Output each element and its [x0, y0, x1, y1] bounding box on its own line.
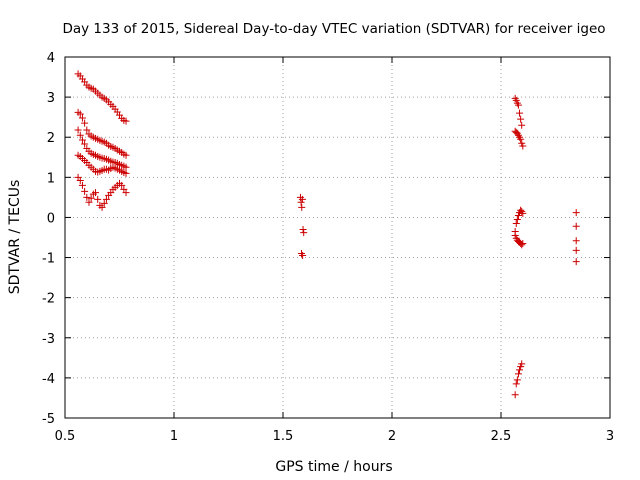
- data-point: [102, 195, 110, 203]
- data-point: [78, 114, 86, 122]
- data-point: [122, 189, 130, 197]
- data-point: [516, 109, 524, 117]
- axis-ticks: [64, 56, 611, 419]
- data-point: [83, 193, 91, 201]
- y-tick-label: -4: [42, 372, 55, 387]
- data-point: [572, 246, 580, 254]
- y-tick-label: 4: [47, 51, 55, 66]
- data-point: [76, 177, 84, 185]
- data-point: [83, 126, 91, 134]
- data-point: [122, 117, 130, 125]
- x-tick-label: 1.5: [273, 429, 294, 444]
- data-point: [572, 222, 580, 230]
- y-tick-label: -1: [42, 252, 55, 267]
- data-point: [517, 115, 525, 123]
- data-point: [512, 219, 520, 227]
- data-point: [299, 252, 307, 260]
- y-tick-label: 3: [47, 91, 55, 106]
- x-tick-label: 1: [170, 429, 178, 444]
- data-point: [298, 195, 306, 203]
- y-tick-label: -5: [42, 412, 55, 427]
- x-tick-label: 2: [388, 429, 396, 444]
- data-point: [519, 142, 527, 150]
- data-point: [513, 376, 521, 384]
- data-point: [74, 126, 82, 134]
- data-point: [98, 203, 106, 211]
- y-tick-label: 1: [47, 171, 55, 186]
- y-tick-label: 2: [47, 131, 55, 146]
- data-point: [81, 119, 89, 127]
- y-axis-label: SDTVAR / TECUs: [7, 180, 23, 295]
- data-point: [514, 101, 522, 109]
- x-axis-label: GPS time / hours: [275, 459, 392, 475]
- chart-title: Day 133 of 2015, Sidereal Day-to-day VTE…: [62, 21, 605, 37]
- data-point: [518, 360, 526, 368]
- data-point: [513, 215, 521, 223]
- data-point: [516, 366, 524, 374]
- data-points: [74, 70, 580, 399]
- data-point: [122, 169, 130, 177]
- data-point: [100, 199, 108, 207]
- x-tick-label: 3: [606, 429, 614, 444]
- data-point: [519, 209, 527, 217]
- data-point: [81, 187, 89, 195]
- data-point: [87, 194, 95, 202]
- data-point: [512, 380, 520, 388]
- data-point: [517, 135, 525, 143]
- y-tick-label: -3: [42, 332, 55, 347]
- plot-frame: [64, 56, 611, 419]
- data-point: [572, 237, 580, 245]
- y-tick-label: -2: [42, 292, 55, 307]
- data-point: [78, 136, 86, 144]
- x-tick-label: 0.5: [55, 429, 76, 444]
- data-point: [78, 181, 86, 189]
- x-tick-labels: 0.5 1 1.5 2 2.5 3: [55, 429, 614, 444]
- data-point: [511, 391, 519, 399]
- data-point: [300, 229, 308, 237]
- data-point: [572, 258, 580, 266]
- data-point: [519, 240, 527, 248]
- data-point: [81, 140, 89, 148]
- data-point: [298, 203, 306, 211]
- data-point: [572, 209, 580, 217]
- data-point: [122, 163, 130, 171]
- data-point: [85, 198, 93, 206]
- data-point: [299, 225, 307, 233]
- y-tick-label: 0: [47, 211, 55, 226]
- data-point: [118, 181, 126, 189]
- data-point: [518, 241, 526, 249]
- data-point: [76, 110, 84, 118]
- x-tick-label: 2.5: [491, 429, 512, 444]
- data-point: [514, 370, 522, 378]
- data-point: [122, 151, 130, 159]
- grid-lines: [65, 57, 610, 418]
- data-point: [92, 189, 100, 197]
- y-tick-labels: -5 -4 -3 -2 -1 0 1 2 3 4: [42, 51, 55, 427]
- data-point: [76, 131, 84, 139]
- data-point: [518, 121, 526, 129]
- data-point: [94, 195, 102, 203]
